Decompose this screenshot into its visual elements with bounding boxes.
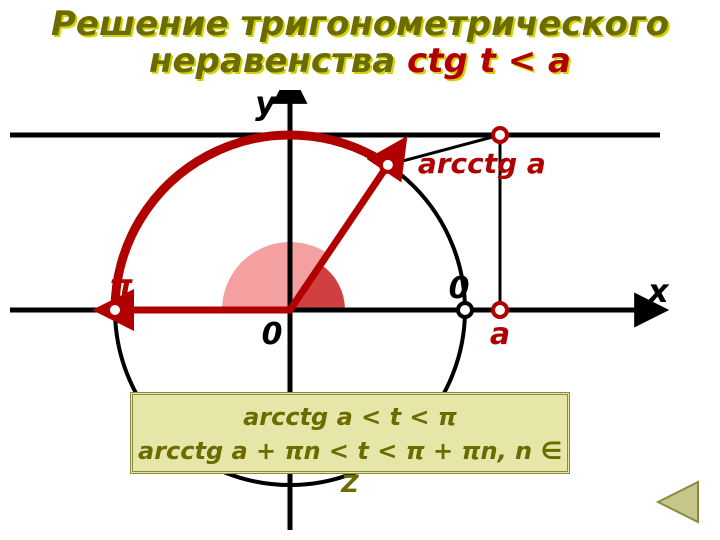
answer-box: arcctg a < t < π arcctg a + πn < t < π +…	[130, 392, 570, 474]
prev-slide-button[interactable]	[654, 480, 702, 524]
point-a-axis	[493, 303, 507, 317]
point-arcctg	[381, 158, 395, 172]
point-a-top	[493, 128, 507, 142]
answer-line1: arcctg a < t < π	[243, 403, 457, 431]
a-label: a	[490, 317, 510, 352]
title-line2a: неравенства	[149, 41, 407, 81]
x-axis-label: x	[646, 272, 670, 310]
pi-label: π	[109, 269, 133, 304]
point-pi	[108, 303, 122, 317]
slide-title: Решение тригонометрического неравенства …	[0, 6, 720, 79]
right-zero-label: 0	[449, 271, 470, 306]
y-axis-label: y	[255, 90, 277, 122]
title-inequality: ctg t < a	[407, 41, 571, 81]
arcctg-label: arcctg a	[418, 147, 546, 180]
origin-zero-label: 0	[262, 317, 283, 352]
title-line1: Решение тригонометрического	[51, 4, 669, 44]
